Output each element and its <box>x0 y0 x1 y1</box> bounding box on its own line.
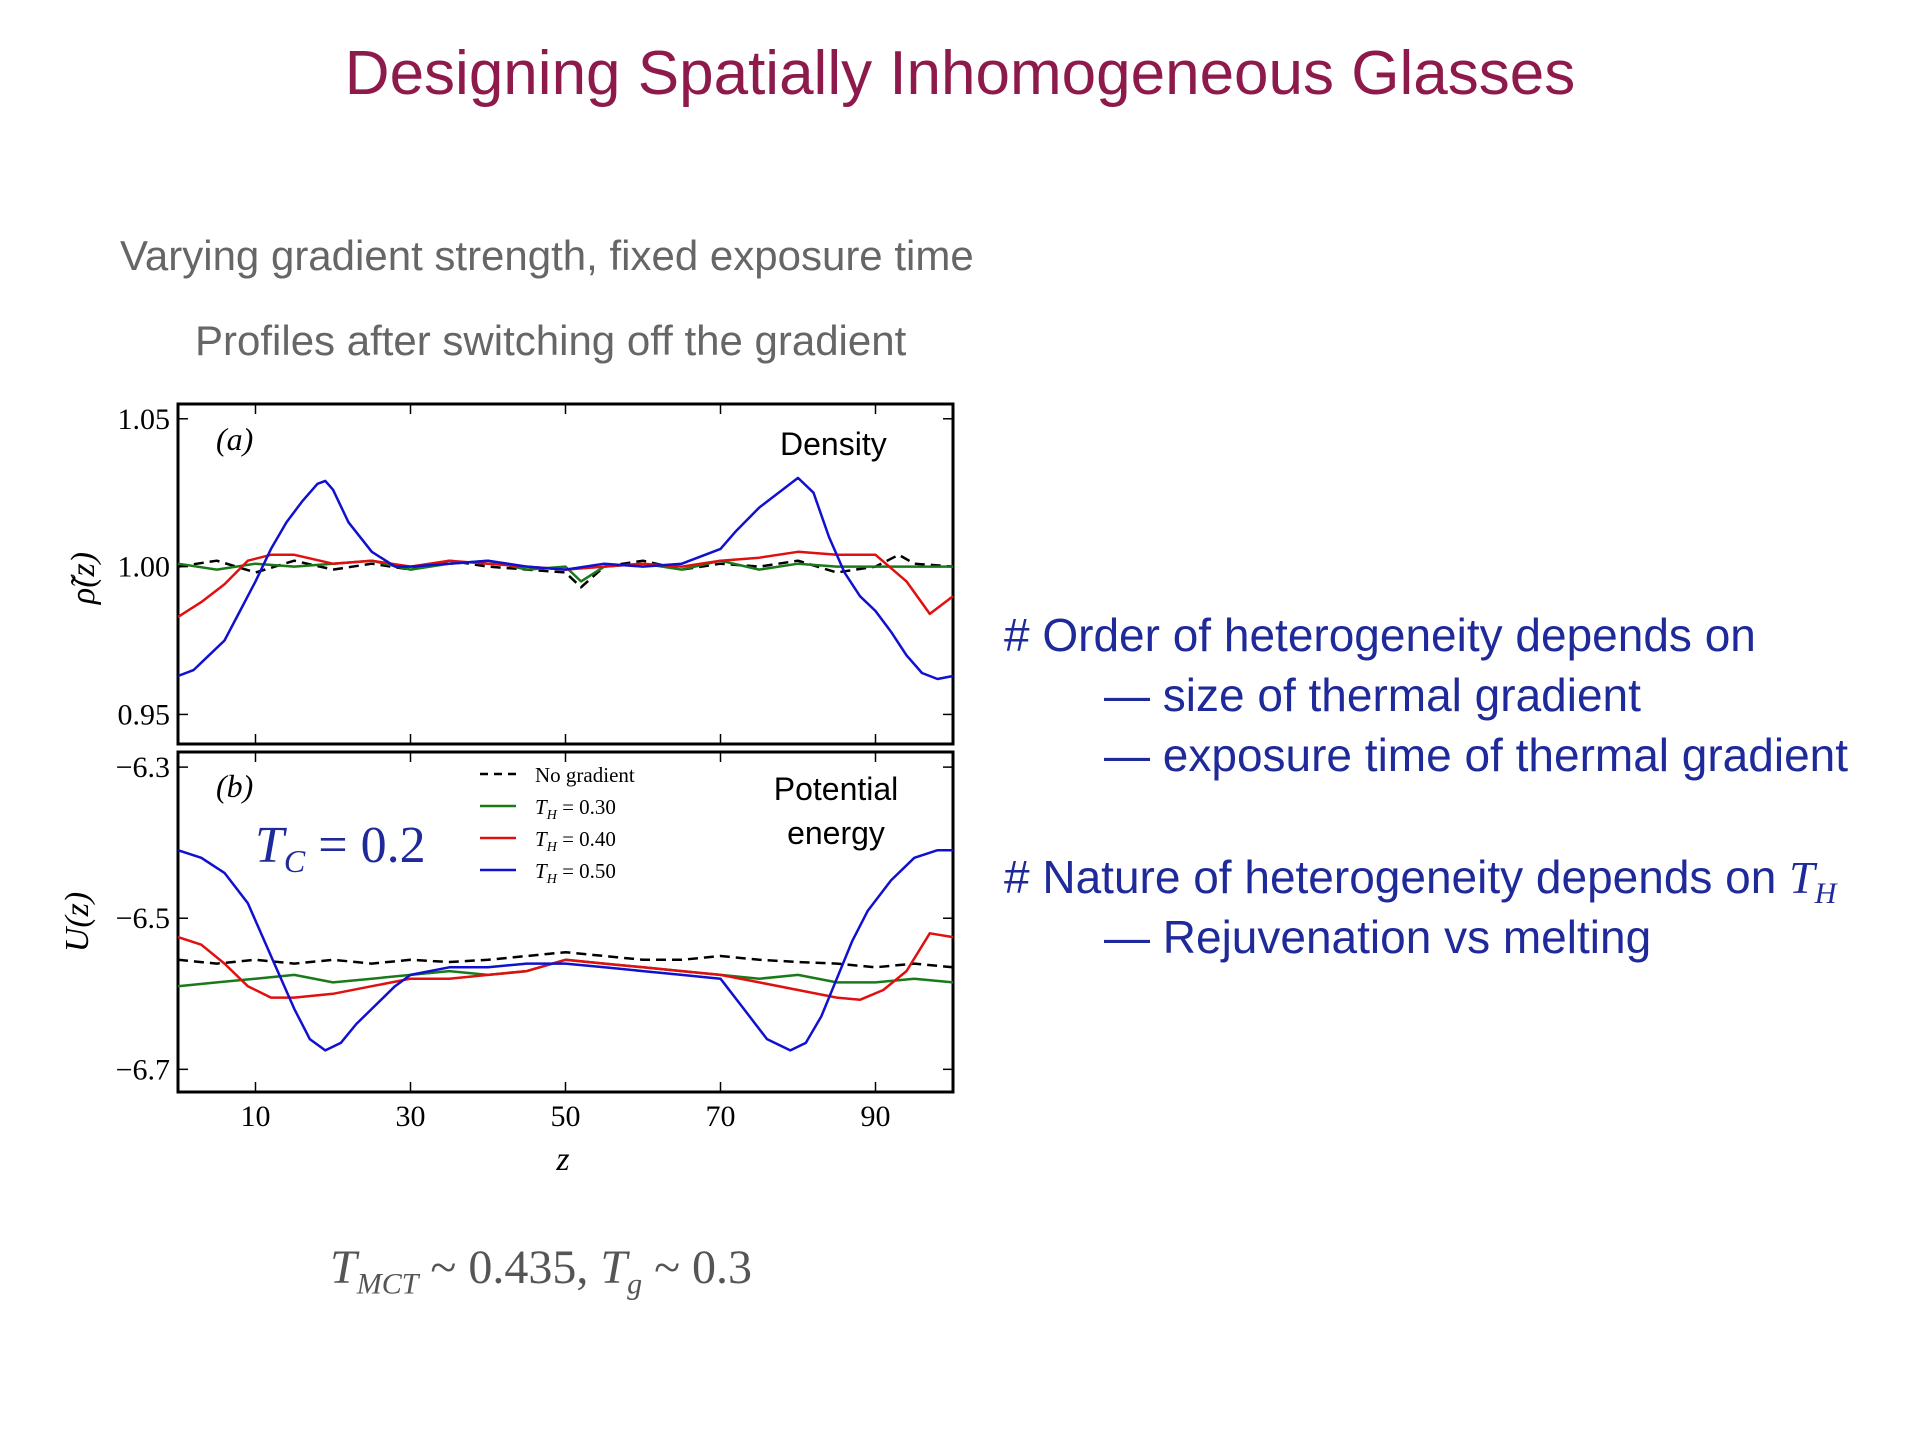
tc-inset-symbol: T <box>255 817 287 874</box>
xtick-label: 90 <box>861 1100 891 1133</box>
panel-b-annotation-2: energy <box>787 815 885 851</box>
bullet-nature: # Nature of heterogeneity depends on TH <box>1004 850 1836 911</box>
panel-a-annotation: Density <box>780 426 887 462</box>
xtick-label: 10 <box>241 1100 271 1133</box>
tc-inset: TC = 0.2 <box>255 817 426 879</box>
panel-b-xlabel: z <box>555 1141 569 1178</box>
panel-b-label: (b) <box>216 768 253 804</box>
legend-entry: TH = 0.50 <box>535 859 616 887</box>
subtitle-profiles: Profiles after switching off the gradien… <box>195 317 907 364</box>
footer-tg-value: ~ 0.3 <box>642 1241 753 1294</box>
panel-b-ytick-label: −6.3 <box>116 751 170 784</box>
footer-temperatures: TMCT ~ 0.435, Tg ~ 0.3 <box>330 1240 752 1302</box>
panel-a-ytick-label: 1.05 <box>118 403 171 436</box>
xtick-label: 70 <box>706 1100 736 1133</box>
panel-a-series-t-h-0-50 <box>177 476 954 681</box>
bullet-nature-rejuvenation: — Rejuvenation vs melting <box>1104 911 1652 963</box>
panel-b-ytick-label: −6.7 <box>116 1053 170 1086</box>
bullet-nature-math: T <box>1789 852 1815 903</box>
tc-inset-sub: C <box>284 843 306 879</box>
legend-entry: No gradient <box>535 763 635 787</box>
panel-a-series-no-gradient <box>177 553 954 589</box>
footer-tmct-sub: MCT <box>356 1267 419 1301</box>
legend-entry: TH = 0.40 <box>535 827 616 855</box>
footer-tg: T <box>600 1241 628 1294</box>
panel-b-annotation-1: Potential <box>774 771 899 807</box>
bullet-order-size: — size of thermal gradient <box>1104 669 1641 721</box>
xtick-label: 50 <box>551 1100 581 1133</box>
panel-b-legend: No gradient TH = 0.30 TH = 0.40 TH = 0.50 <box>480 763 635 887</box>
panel-b-series-t-h-0-50 <box>177 848 953 1052</box>
panel-b: −6.3 −6.5 −6.7 10 30 50 70 90 (b) Potential ene… <box>59 750 955 1178</box>
density-energy-chart: 1.051.000.95 (a) Density ρ̃(z) −6.3−6.5−… <box>59 402 955 1178</box>
panel-a-series-t-h-0-30 <box>177 559 953 583</box>
panel-a-label: (a) <box>216 421 253 457</box>
panel-b-series-t-h-0-40 <box>177 932 954 1002</box>
subtitle-gradient-strength: Varying gradient strength, fixed exposur… <box>120 232 974 279</box>
panel-b-ylabel: U(z) <box>59 892 96 952</box>
bullet-nature-sub: H <box>1814 877 1837 911</box>
legend-entry: TH = 0.30 <box>535 795 616 823</box>
panel-b-series-no-gradient <box>177 950 954 969</box>
slide-title: Designing Spatially Inhomogeneous Glasse… <box>344 39 1576 108</box>
panel-a-ytick-label: 0.95 <box>118 698 171 731</box>
panel-a: 1.05 1.00 0.95 (a) Density ρ̃(z) <box>65 402 955 746</box>
panel-a-ytick-label: 1.00 <box>118 551 171 584</box>
tc-inset-value: = 0.2 <box>305 817 425 874</box>
bullet-order-exposure: — exposure time of thermal gradient <box>1104 729 1849 781</box>
xtick-label: 30 <box>396 1100 426 1133</box>
bullet-order: # Order of heterogeneity depends on <box>1004 609 1756 661</box>
panel-a-ylabel: ρ̃(z) <box>65 552 102 605</box>
footer-tmct: T <box>330 1241 357 1294</box>
footer-tmct-value: ~ 0.435, <box>418 1241 601 1294</box>
footer-tg-sub: g <box>627 1267 643 1301</box>
panel-b-ytick-label: −6.5 <box>116 902 170 935</box>
bullet-nature-text: # Nature of heterogeneity depends on <box>1004 851 1790 903</box>
